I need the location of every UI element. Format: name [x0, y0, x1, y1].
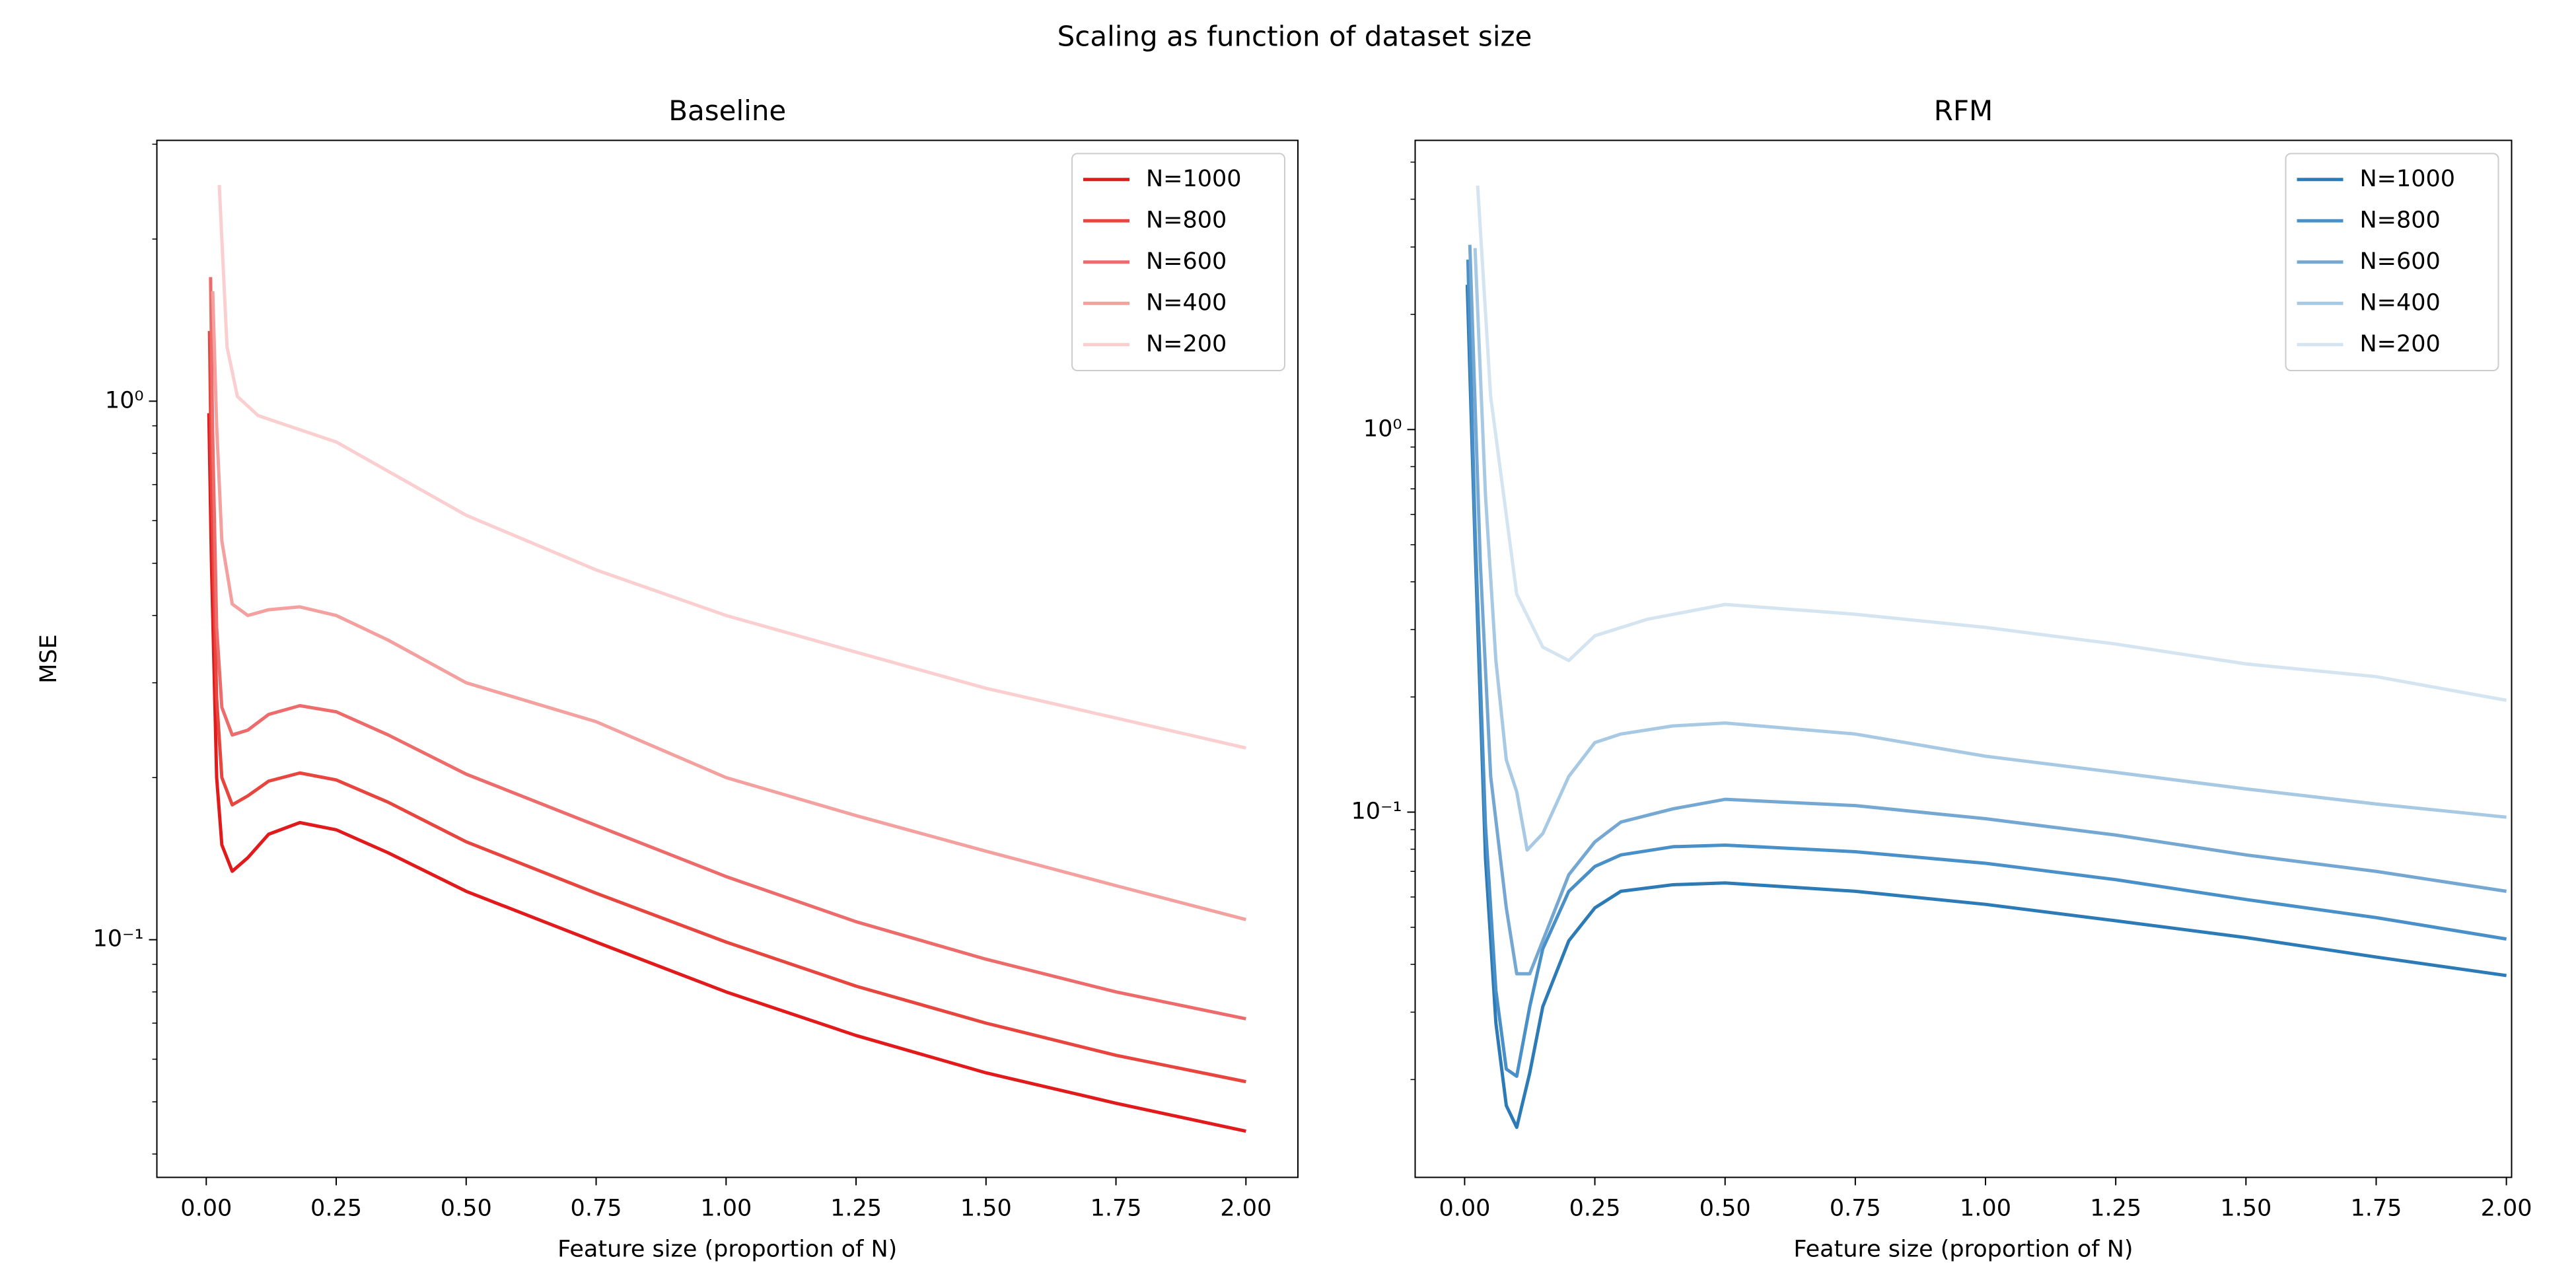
legend-label: N=200 — [1146, 331, 1227, 357]
x-axis-label: Feature size (proportion of N) — [557, 1236, 897, 1263]
x-tick-label: 1.00 — [1960, 1196, 2011, 1222]
x-tick-label: 0.25 — [310, 1196, 362, 1222]
line-series — [1466, 260, 2507, 1078]
plot-frame — [1414, 139, 2513, 1178]
subplot-title: Baseline — [668, 94, 786, 127]
subplot: Baseline 0.00 0.25 0.50 0.75 1.00 1.25 1.50 1.75… — [36, 94, 1299, 1263]
line-series — [207, 413, 1246, 1133]
legend-frame — [2285, 153, 2499, 371]
line-series — [1465, 285, 2507, 1129]
legend-frame — [1071, 153, 1285, 371]
line-series — [1476, 185, 2507, 702]
line-series — [1473, 248, 2507, 852]
legend-label: N=400 — [1146, 289, 1227, 316]
legend-label: N=800 — [2360, 207, 2441, 233]
figure-title: Scaling as function of dataset size — [1057, 20, 1532, 53]
x-tick-label: 1.75 — [1091, 1196, 1142, 1222]
x-tick-label: 0.00 — [1439, 1196, 1490, 1222]
legend-label: N=600 — [1146, 248, 1227, 275]
legend-label: N=400 — [2360, 289, 2441, 316]
legend-label: N=1000 — [1146, 166, 1242, 192]
legend-label: N=600 — [2360, 248, 2441, 275]
legend-label: N=800 — [1146, 207, 1227, 233]
x-tick-label: 0.75 — [571, 1196, 622, 1222]
subplot-title: RFM — [1934, 94, 1993, 127]
x-tick-label: 0.50 — [1699, 1196, 1751, 1222]
line-series — [209, 277, 1246, 1020]
legend: N=1000 N=800 N=600 N=400 N=200 — [1071, 153, 1285, 371]
y-tick-label: 10⁻¹ — [92, 926, 143, 952]
x-tick-label: 2.00 — [2481, 1196, 2532, 1222]
x-tick-label: 1.50 — [2220, 1196, 2272, 1222]
legend-label: N=200 — [2360, 331, 2441, 357]
line-series — [207, 331, 1246, 1084]
y-tick-label: 10⁻¹ — [1351, 799, 1402, 825]
x-tick-label: 1.25 — [2090, 1196, 2141, 1222]
y-tick-label: 10⁰ — [1363, 415, 1402, 442]
x-tick-label: 1.75 — [2350, 1196, 2402, 1222]
x-tick-label: 0.25 — [1569, 1196, 1621, 1222]
legend: N=1000 N=800 N=600 N=400 N=200 — [2285, 153, 2499, 371]
x-tick-label: 0.50 — [441, 1196, 492, 1222]
legend-label: N=1000 — [2360, 166, 2456, 192]
x-tick-label: 2.00 — [1220, 1196, 1271, 1222]
x-tick-label: 0.00 — [180, 1196, 232, 1222]
y-tick-label: 10⁰ — [105, 387, 144, 413]
x-tick-label: 1.00 — [700, 1196, 752, 1222]
subplot: RFM 0.00 0.25 0.50 0.75 1.00 1.25 1.50 1.75 2.00 1… — [1351, 94, 2532, 1263]
line-series — [217, 184, 1246, 750]
x-tick-label: 1.25 — [830, 1196, 882, 1222]
y-axis-label: MSE — [36, 634, 62, 684]
x-axis-label: Feature size (proportion of N) — [1793, 1236, 2133, 1263]
x-tick-label: 0.75 — [1830, 1196, 1881, 1222]
x-tick-label: 1.50 — [960, 1196, 1012, 1222]
plot-frame — [156, 139, 1299, 1178]
line-series — [1468, 244, 2507, 976]
line-series — [211, 291, 1246, 921]
